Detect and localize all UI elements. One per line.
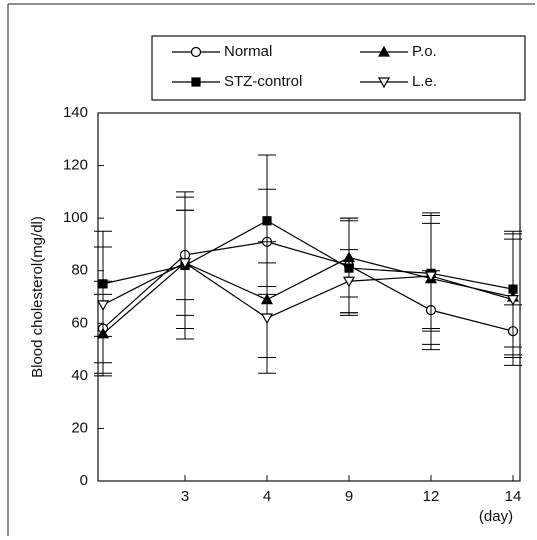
y-tick-label: 120 (63, 157, 88, 174)
series-line (102, 262, 514, 319)
x-tick-label: 14 (505, 488, 522, 505)
series-line (102, 220, 514, 290)
marker (96, 300, 110, 312)
series-line (102, 241, 514, 332)
legend-marker (377, 45, 391, 57)
legend-label: P.o. (412, 43, 437, 60)
marker (178, 258, 192, 270)
legend-marker (190, 46, 202, 58)
legend-box (151, 35, 526, 101)
marker (506, 295, 520, 306)
y-tick-label: 0 (80, 472, 88, 489)
legend-label: L.e. (412, 73, 437, 90)
y-tick-label: 100 (63, 209, 88, 226)
marker (260, 313, 274, 325)
y-axis-label: Blood cholesterol(mg/dl) (29, 216, 46, 378)
legend-marker (377, 77, 391, 89)
legend-label: Normal (224, 43, 272, 60)
x-tick-label: 12 (423, 488, 440, 505)
x-tick-label: 3 (181, 488, 189, 505)
y-tick-label: 40 (71, 367, 88, 384)
y-tick-label: 140 (63, 104, 88, 121)
marker (342, 276, 356, 288)
x-axis-label: (day) (479, 508, 513, 525)
x-tick-label: 9 (345, 488, 353, 505)
y-tick-label: 20 (71, 419, 88, 436)
marker (262, 216, 272, 226)
y-tick-label: 60 (71, 314, 88, 331)
legend-label: STZ-control (224, 73, 302, 90)
legend-marker (191, 77, 201, 87)
marker (424, 271, 438, 283)
plot-area (97, 112, 521, 482)
series-line (102, 256, 514, 335)
x-tick-label: 4 (263, 488, 271, 505)
y-tick-label: 80 (71, 262, 88, 279)
